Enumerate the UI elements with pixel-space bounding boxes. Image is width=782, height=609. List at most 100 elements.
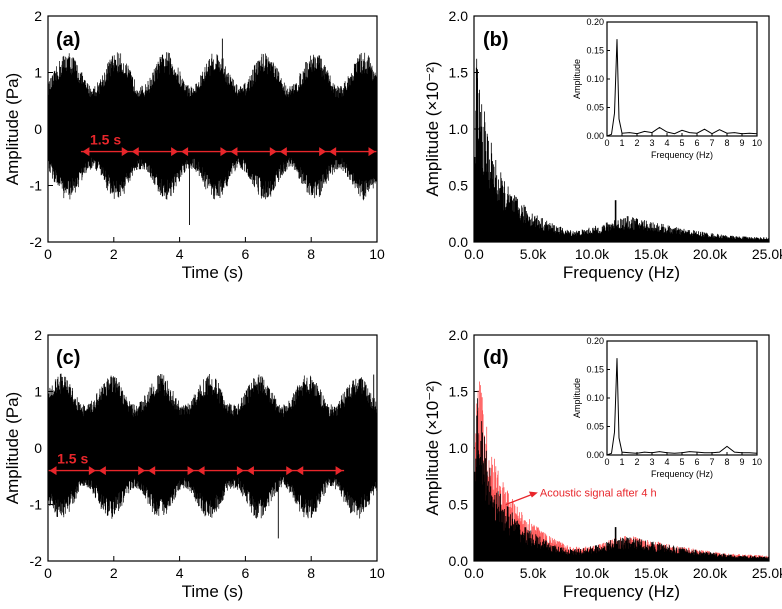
panel-a: 0 2 4 6 8 10 -2 -1 0 1 2 1.5 s Time (s) Amplitude (Pa… bbox=[3, 8, 385, 282]
inset-x-tick-label: 8 bbox=[724, 457, 729, 467]
x-tick-label: 5.0k bbox=[520, 246, 547, 262]
data-layer bbox=[48, 38, 377, 226]
inset-x-tick-label: 7 bbox=[709, 138, 714, 148]
y-tick-label: -1 bbox=[30, 497, 43, 513]
inset-x-axis-label: Frequency (Hz) bbox=[651, 150, 713, 160]
y-tick-label: 1 bbox=[34, 384, 42, 400]
arrowhead-right bbox=[236, 466, 244, 476]
arrowhead-left bbox=[181, 147, 189, 157]
inset-x-axis-label: Frequency (Hz) bbox=[651, 469, 713, 479]
annotation-arrowhead bbox=[528, 491, 538, 498]
y-axis-label: Amplitude (Pa) bbox=[3, 392, 22, 504]
plot-frame bbox=[47, 334, 378, 562]
inset-x-tick-label: 5 bbox=[679, 457, 684, 467]
arrowhead-left bbox=[329, 147, 337, 157]
inset-x-tick-label: 10 bbox=[752, 457, 762, 467]
inset-y-tick-label: 0.15 bbox=[586, 46, 604, 56]
x-tick-label: 6 bbox=[242, 246, 250, 262]
arrowhead-right bbox=[121, 147, 129, 157]
panel-label: (b) bbox=[483, 29, 509, 51]
panel-label: (d) bbox=[483, 347, 509, 369]
inset-x-tick-label: 2 bbox=[634, 138, 639, 148]
x-tick-label: 2 bbox=[110, 565, 118, 581]
x-tick-label: 10.0k bbox=[575, 246, 610, 262]
annotation-pointer bbox=[505, 493, 533, 506]
arrowhead-right bbox=[335, 466, 343, 476]
x-tick-label: 0.0 bbox=[464, 246, 484, 262]
inset-x-tick-label: 5 bbox=[679, 138, 684, 148]
inset-y-tick-label: 0.05 bbox=[586, 422, 604, 432]
y-tick-label: 0.5 bbox=[449, 497, 469, 513]
y-tick-label: 2.0 bbox=[449, 8, 469, 24]
x-tick-label: 20.0k bbox=[693, 246, 728, 262]
inset-x-tick-label: 0 bbox=[604, 138, 609, 148]
panel-d: 0.0 5.0k 10.0k 15.0k 20.0k 25.0k 0.0 0.5 1.0 1.5 2… bbox=[423, 327, 782, 601]
inset-frame bbox=[606, 21, 758, 137]
inset-plot-area bbox=[607, 22, 757, 136]
y-tick-label: 1 bbox=[34, 65, 42, 81]
inset-y-tick-label: 0.00 bbox=[586, 131, 604, 141]
x-tick-label: 25.0k bbox=[752, 246, 782, 262]
plot-frame bbox=[47, 15, 378, 243]
arrowhead-left bbox=[82, 147, 90, 157]
y-tick-label: 0 bbox=[34, 440, 42, 456]
inset-y-axis-label: Amplitude bbox=[572, 59, 582, 99]
inset-x-tick-label: 8 bbox=[724, 138, 729, 148]
arrowhead-right bbox=[319, 147, 327, 157]
data-layer bbox=[474, 58, 769, 242]
inset-x-tick-label: 9 bbox=[739, 457, 744, 467]
spectrum-trace bbox=[474, 58, 769, 242]
inset-frame bbox=[606, 340, 758, 456]
after-4h-annotation: Acoustic signal after 4 h bbox=[505, 488, 657, 506]
x-tick-label: 4 bbox=[176, 246, 184, 262]
x-axis-label: Frequency (Hz) bbox=[563, 582, 680, 601]
inset-y-tick-label: 0.05 bbox=[586, 103, 604, 113]
arrowhead-left bbox=[279, 147, 287, 157]
arrowhead-right bbox=[368, 147, 376, 157]
y-axis-label: Amplitude (×10⁻²) bbox=[423, 61, 442, 196]
y-tick-label: 1.0 bbox=[449, 440, 469, 456]
x-tick-label: 5.0k bbox=[520, 565, 547, 581]
panel-b: 0.0 5.0k 10.0k 15.0k 20.0k 25.0k 0.0 0.5 1.0 1.5 2… bbox=[423, 8, 782, 282]
arrowhead-left bbox=[131, 147, 139, 157]
x-tick-label: 10.0k bbox=[575, 565, 610, 581]
panel-c: 0 2 4 6 8 10 -2 -1 0 1 2 1.5 s Time (s) Amplitude (Pa… bbox=[3, 327, 385, 601]
inset-x-tick-label: 2 bbox=[634, 457, 639, 467]
y-tick-label: 0 bbox=[34, 121, 42, 137]
panel-label: (c) bbox=[56, 347, 80, 369]
arrowhead-left bbox=[148, 466, 156, 476]
x-tick-label: 0.0 bbox=[464, 565, 484, 581]
x-tick-label: 2 bbox=[110, 246, 118, 262]
inset-x-tick-label: 4 bbox=[664, 138, 669, 148]
inset-x-tick-label: 4 bbox=[664, 457, 669, 467]
y-tick-label: 2 bbox=[34, 8, 42, 24]
data-layer bbox=[48, 373, 377, 539]
inset-spectrum-line bbox=[606, 358, 758, 456]
period-label: 1.5 s bbox=[90, 132, 121, 148]
inset-x-tick-label: 10 bbox=[752, 138, 762, 148]
x-tick-label: 8 bbox=[307, 565, 315, 581]
x-tick-label: 15.0k bbox=[634, 565, 669, 581]
inset-y-axis-label: Amplitude bbox=[572, 378, 582, 418]
x-tick-label: 10 bbox=[369, 565, 385, 581]
arrowhead-right bbox=[269, 147, 277, 157]
y-axis-label: Amplitude (Pa) bbox=[3, 73, 22, 185]
x-tick-label: 0 bbox=[44, 246, 52, 262]
y-tick-label: 2.0 bbox=[449, 327, 469, 343]
signal-core bbox=[48, 99, 377, 157]
y-tick-label: -2 bbox=[30, 553, 43, 569]
x-tick-label: 8 bbox=[307, 246, 315, 262]
x-tick-label: 4 bbox=[176, 565, 184, 581]
arrowhead-left bbox=[98, 466, 106, 476]
x-axis-label: Time (s) bbox=[182, 582, 244, 601]
inset-plot-area bbox=[607, 341, 757, 455]
inset-chart: 0 1 2 3 4 5 6 7 8 9 10 0.00 0.05 0.10 0.15 0.20 Frequenc… bbox=[572, 17, 762, 160]
inset-x-tick-label: 1 bbox=[619, 457, 624, 467]
arrowhead-left bbox=[49, 466, 57, 476]
arrowhead-right bbox=[187, 466, 195, 476]
panel-label: (a) bbox=[56, 29, 80, 51]
x-axis-label: Frequency (Hz) bbox=[563, 263, 680, 282]
arrowhead-right bbox=[286, 466, 294, 476]
y-tick-label: -1 bbox=[30, 178, 43, 194]
inset-y-tick-label: 0.00 bbox=[586, 450, 604, 460]
